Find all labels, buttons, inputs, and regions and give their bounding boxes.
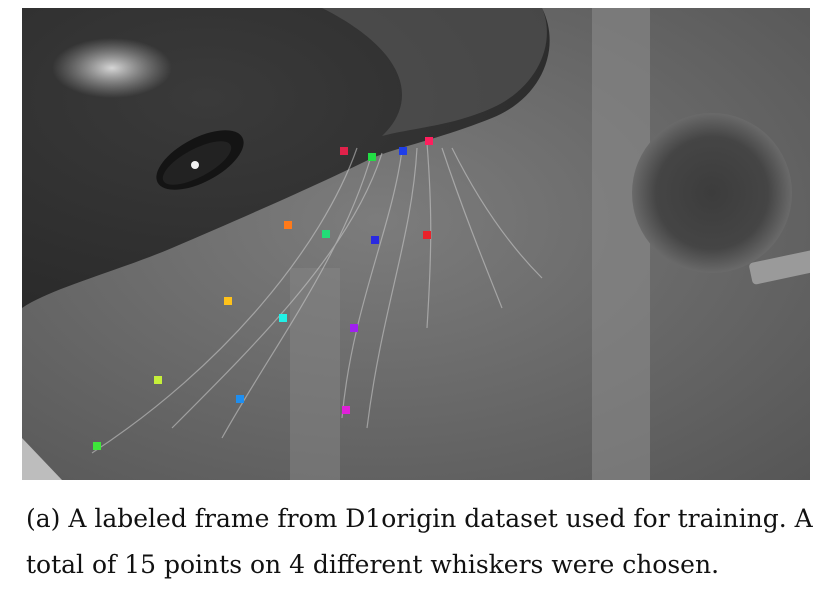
glare-highlight <box>52 38 172 98</box>
labeled-point-15 <box>93 442 101 450</box>
whisker-5 <box>171 152 383 429</box>
whisker-4 <box>426 142 432 329</box>
whisker-7 <box>366 147 418 429</box>
whisker-3 <box>341 149 403 419</box>
whisker-1 <box>91 147 358 454</box>
labeled-points <box>93 137 433 450</box>
labeled-point-13 <box>236 395 244 403</box>
labeled-point-14 <box>342 406 350 414</box>
labeled-point-6 <box>322 230 330 238</box>
labeled-point-4 <box>425 137 433 145</box>
lower-bar <box>290 268 340 480</box>
labeled-point-10 <box>279 314 287 322</box>
labeled-point-7 <box>371 236 379 244</box>
labeled-point-12 <box>154 376 162 384</box>
corner-highlight <box>22 438 62 480</box>
labeled-frame-image <box>22 8 810 480</box>
labeled-point-5 <box>284 221 292 229</box>
labeled-point-8 <box>423 231 431 239</box>
labeled-point-2 <box>368 153 376 161</box>
pipette-tube <box>749 249 810 285</box>
labeled-point-9 <box>224 297 232 305</box>
labeled-point-3 <box>399 147 407 155</box>
whisker-8 <box>451 147 543 279</box>
vertical-bar <box>592 8 650 480</box>
eye-reflection <box>191 161 199 169</box>
dark-sphere <box>632 113 792 273</box>
snout-ridge <box>322 8 547 136</box>
whisker-frame-svg <box>22 8 810 480</box>
whiskers <box>91 142 543 454</box>
labeled-point-11 <box>350 324 358 332</box>
labeled-point-1 <box>340 147 348 155</box>
whisker-6 <box>441 147 503 309</box>
figure-caption: (a) A labeled frame from D1origin datase… <box>26 504 813 579</box>
